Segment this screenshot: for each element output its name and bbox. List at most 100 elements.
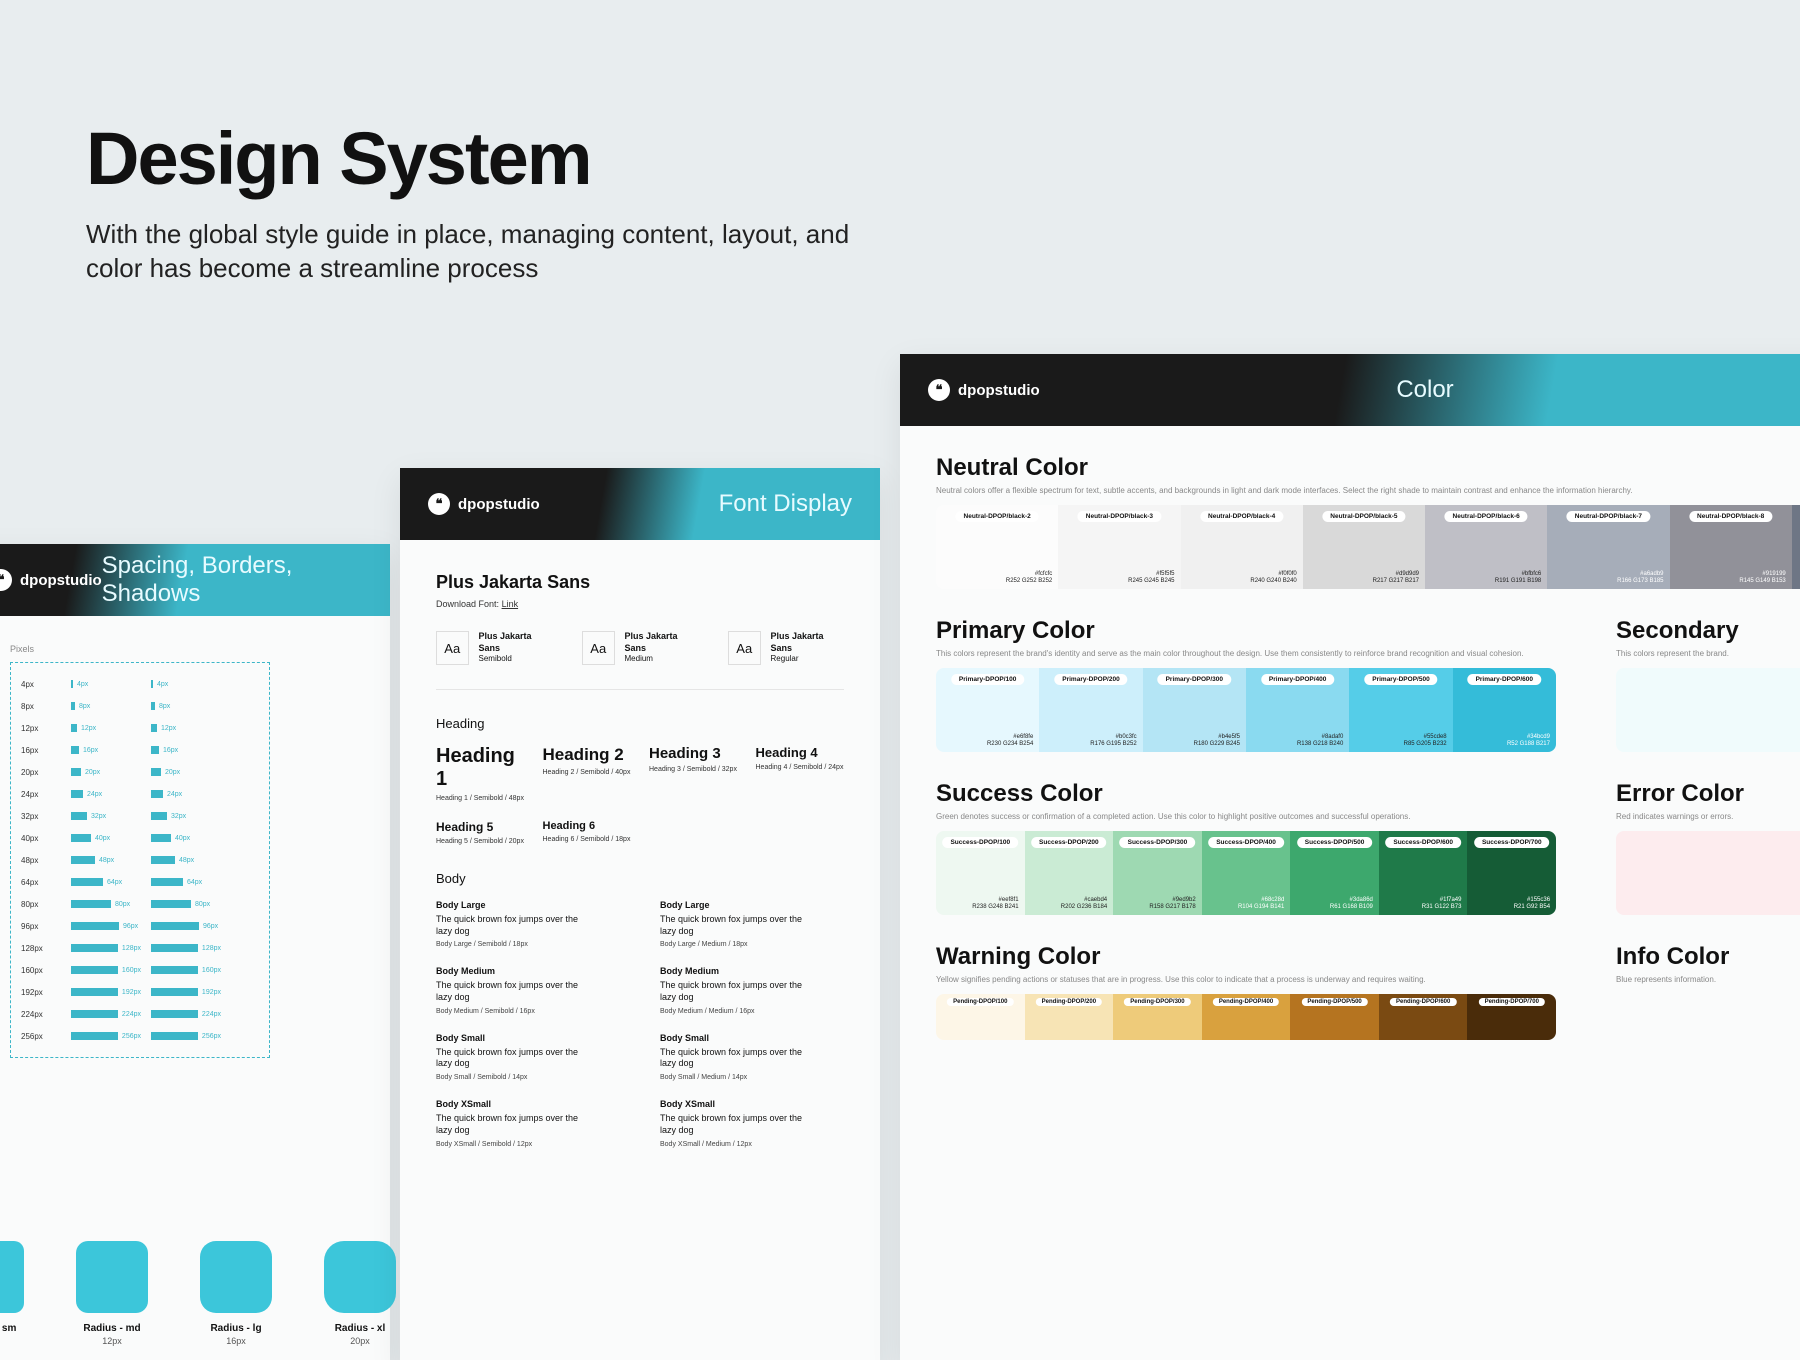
color-swatch: Primary-DPOP/600#34bcd9R52 G188 B217 — [1453, 668, 1556, 752]
color-title: Color — [1396, 376, 1453, 404]
color-swatch: Success-DPOP/100#eef8f1R238 G248 B241 — [936, 831, 1025, 915]
spacing-row: 96px96px96px — [21, 915, 255, 937]
body-sample: Body XSmallThe quick brown fox jumps ove… — [436, 1099, 620, 1147]
color-swatch: Pending-DPOP/700 — [1467, 994, 1556, 1040]
radius-item: Radius - md12px — [64, 1241, 160, 1346]
body-sample: Body MediumThe quick brown fox jumps ove… — [436, 966, 620, 1014]
radius-item: Radius - xl20px — [312, 1241, 408, 1346]
brand-name: dpopstudio — [458, 496, 540, 513]
radius-item: Radius - sm10px — [0, 1241, 36, 1346]
color-swatch: Neutral-DPOP/black-4#f0f0f0R240 G240 B24… — [1181, 505, 1303, 589]
font-card: ❝ dpopstudio Font Display Plus Jakarta S… — [400, 468, 880, 1360]
font-weights: AaPlus Jakarta SansSemibold AaPlus Jakart… — [436, 631, 844, 690]
font-weight-sample: AaPlus Jakarta SansSemibold — [436, 631, 552, 665]
page-title: Design System — [86, 116, 591, 201]
warning-ramp: Pending-DPOP/100Pending-DPOP/200Pending-… — [936, 994, 1556, 1040]
secondary-title: Secondary — [1616, 617, 1800, 645]
color-swatch: Neutral-DPOP/black-2#fcfcfcR252 G252 B25… — [936, 505, 1058, 589]
success-ramp: Success-DPOP/100#eef8f1R238 G248 B241Suc… — [936, 831, 1556, 915]
error-section: Error Color Red indicates warnings or er… — [1616, 780, 1800, 915]
info-title: Info Color — [1616, 943, 1800, 971]
brand-icon: ❝ — [428, 493, 450, 515]
neutral-title: Neutral Color — [936, 454, 1800, 482]
heading-sample: Heading 5Heading 5 / Semibold / 20px — [436, 820, 525, 845]
success-sub: Green denotes success or confirmation of… — [936, 812, 1556, 821]
brand-name: dpopstudio — [958, 382, 1040, 399]
color-swatch: Primary-DPOP/300#b4e5f5R180 G229 B245 — [1143, 668, 1246, 752]
radius-item: Radius - lg16px — [188, 1241, 284, 1346]
body-sample: Body SmallThe quick brown fox jumps over… — [436, 1033, 620, 1081]
color-swatch: Neutral-DPOP/black-8#919199R145 G149 B15… — [1670, 505, 1792, 589]
error-sub: Red indicates warnings or errors. — [1616, 812, 1800, 821]
neutral-sub: Neutral colors offer a flexible spectrum… — [936, 486, 1800, 495]
heading-sample: Heading 3Heading 3 / Semibold / 32px — [649, 745, 738, 802]
color-swatch: Pending-DPOP/400 — [1202, 994, 1291, 1040]
spacing-row: 64px64px64px — [21, 871, 255, 893]
spacing-header: ❝ dpopstudio Spacing, Borders, Shadows — [0, 544, 390, 616]
color-card: ❝ dpopstudio Color Neutral Color Neutral… — [900, 354, 1800, 1360]
brand-icon: ❝ — [928, 379, 950, 401]
heading-label: Heading — [436, 716, 844, 731]
warning-sub: Yellow signifies pending actions or stat… — [936, 975, 1556, 984]
brand-spacing: ❝ dpopstudio — [0, 569, 102, 591]
spacing-row: 40px40px40px — [21, 827, 255, 849]
heading-sample: Heading 2Heading 2 / Semibold / 40px — [543, 745, 632, 802]
spacing-row: 8px8px8px — [21, 695, 255, 717]
color-swatch: Success-DPOP/700#155c36R21 G92 B54 — [1467, 831, 1556, 915]
heading-sample: Heading 4Heading 4 / Semibold / 24px — [756, 745, 845, 802]
success-section: Success Color Green denotes success or c… — [936, 780, 1556, 915]
secondary-sub: This colors represent the brand. — [1616, 649, 1800, 658]
primary-sub: This colors represent the brand's identi… — [936, 649, 1556, 658]
heading-sample: Heading 1Heading 1 / Semibold / 48px — [436, 745, 525, 802]
color-swatch: Pending-DPOP/300 — [1113, 994, 1202, 1040]
color-swatch: Pending-DPOP/600 — [1379, 994, 1468, 1040]
font-download-link[interactable]: Link — [502, 599, 519, 609]
brand-color: ❝ dpopstudio — [928, 379, 1040, 401]
font-header: ❝ dpopstudio Font Display — [400, 468, 880, 540]
spacing-row: 48px48px48px — [21, 849, 255, 871]
primary-title: Primary Color — [936, 617, 1556, 645]
body-cols: Body LargeThe quick brown fox jumps over… — [436, 900, 844, 1166]
info-sub: Blue represents information. — [1616, 975, 1800, 984]
neutral-ramp: Neutral-DPOP/black-2#fcfcfcR252 G252 B25… — [936, 505, 1800, 589]
color-swatch: Primary-DPOP/100#e6f8feR230 G234 B254 — [936, 668, 1039, 752]
spacing-table: 4px4px4px8px8px8px12px12px12px16px16px16… — [10, 662, 270, 1058]
spacing-row: 224px224px224px — [21, 1003, 255, 1025]
color-swatch: Neutral-DPOP/black-9#454b5bR69 G75 B91 — [1792, 505, 1800, 589]
color-swatch: Success-DPOP/200#caebd4R202 G236 B184 — [1025, 831, 1114, 915]
secondary-section: Secondary This colors represent the bran… — [1616, 617, 1800, 752]
color-swatch: Pending-DPOP/200 — [1025, 994, 1114, 1040]
font-weight-sample: AaPlus Jakarta SansMedium — [582, 631, 698, 665]
font-download: Download Font: Link — [436, 599, 844, 609]
primary-section: Primary Color This colors represent the … — [936, 617, 1556, 752]
font-weight-sample: AaPlus Jakarta SansRegular — [728, 631, 844, 665]
spacing-row: 24px24px24px — [21, 783, 255, 805]
spacing-row: 80px80px80px — [21, 893, 255, 915]
error-swatch — [1616, 831, 1800, 915]
color-swatch: Success-DPOP/300#9ed9b2R158 G217 B178 — [1113, 831, 1202, 915]
spacing-row: 160px160px160px — [21, 959, 255, 981]
page-subtitle: With the global style guide in place, ma… — [86, 218, 906, 286]
color-swatch: Neutral-DPOP/black-3#f5f5f5R245 G245 B24… — [1058, 505, 1180, 589]
spacing-row: 16px16px16px — [21, 739, 255, 761]
primary-ramp: Primary-DPOP/100#e6f8feR230 G234 B254Pri… — [936, 668, 1556, 752]
warning-title: Warning Color — [936, 943, 1556, 971]
brand-font: ❝ dpopstudio — [428, 493, 540, 515]
body-sample: Body SmallThe quick brown fox jumps over… — [660, 1033, 844, 1081]
color-swatch: Primary-DPOP/200#b0c3fcR176 G195 B252 — [1039, 668, 1142, 752]
success-title: Success Color — [936, 780, 1556, 808]
body-sample: Body LargeThe quick brown fox jumps over… — [660, 900, 844, 948]
color-swatch: Pending-DPOP/500 — [1290, 994, 1379, 1040]
brand-name: dpopstudio — [20, 572, 102, 589]
spacing-row: 256px256px256px — [21, 1025, 255, 1047]
info-section: Info Color Blue represents information. — [1616, 943, 1800, 984]
headings-grid: Heading 1Heading 1 / Semibold / 48px Head… — [436, 745, 844, 845]
color-swatch: Neutral-DPOP/black-5#d9d9d9R217 G217 B21… — [1303, 505, 1425, 589]
warning-section: Warning Color Yellow signifies pending a… — [936, 943, 1556, 1040]
brand-icon: ❝ — [0, 569, 12, 591]
color-swatch: Neutral-DPOP/black-7#a6adb9R166 G173 B18… — [1547, 505, 1669, 589]
color-header: ❝ dpopstudio Color — [900, 354, 1800, 426]
color-swatch: Primary-DPOP/400#8adaf0R138 G218 B240 — [1246, 668, 1349, 752]
color-swatch: Primary-DPOP/500#55cde8R85 G205 B232 — [1349, 668, 1452, 752]
spacing-row: 4px4px4px — [21, 673, 255, 695]
